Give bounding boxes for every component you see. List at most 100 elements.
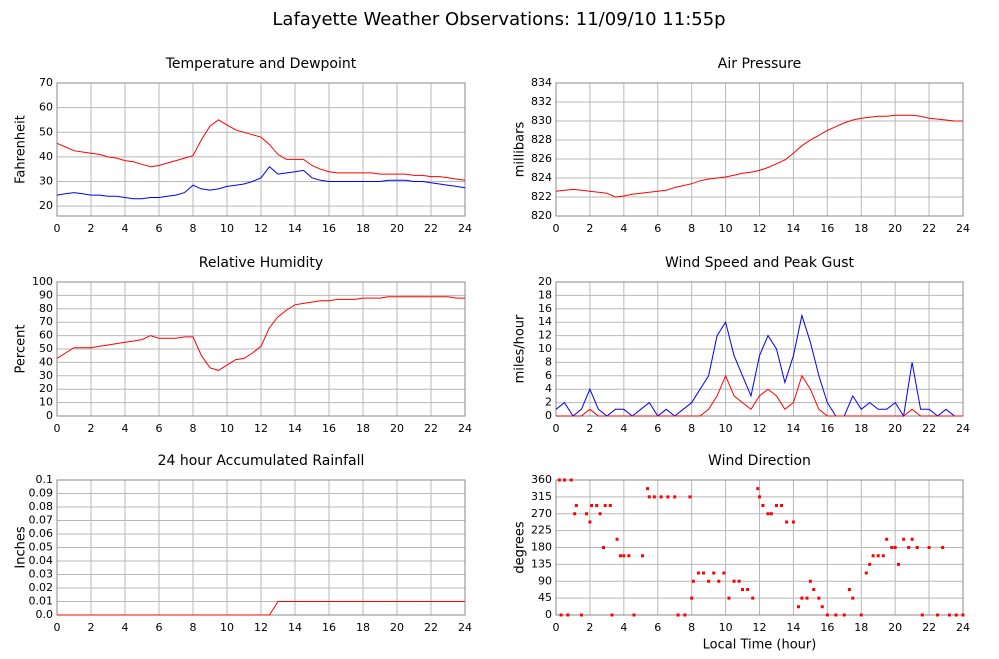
y-tick-label: 270 [531,507,552,520]
y-tick-label: 0.07 [29,514,54,527]
data-point [927,546,931,549]
x-tick-label: 16 [322,621,336,634]
data-point [842,613,846,617]
y-tick-label: 360 [531,473,552,486]
x-tick-label: 14 [288,222,302,235]
x-tick-label: 4 [122,422,129,435]
data-point [769,512,773,516]
data-point [825,613,829,617]
data-point [761,504,765,507]
x-tick-label: 24 [458,621,472,634]
data-point [851,596,855,600]
data-point [936,613,940,617]
data-point [601,546,605,549]
y-tick-label: 60 [39,329,53,342]
plot-frame [555,479,964,616]
x-tick-label: 4 [620,222,627,235]
x-tick-label: 16 [820,422,834,435]
data-point [732,579,736,583]
data-point [696,571,700,575]
x-tick-label: 12 [254,222,268,235]
data-point [820,605,824,609]
data-point [632,613,636,617]
x-tick-label: 4 [620,422,627,435]
data-point [717,579,721,583]
data-point [785,520,789,524]
x-tick-label: 20 [390,422,404,435]
y-tick-label: 90 [538,574,552,587]
x-tick-label: 20 [888,621,902,634]
y-tick-label: 0.09 [29,487,54,500]
x-tick-label: 18 [356,422,370,435]
x-tick-label: 12 [753,621,767,634]
data-point [910,537,914,541]
x-tick-label: 14 [786,621,800,634]
y-tick-label: 0 [545,608,552,621]
y-tick-label: 20 [39,199,53,212]
data-point [595,504,599,507]
y-tick-label: 20 [538,275,552,288]
y-tick-label: 834 [531,76,552,89]
x-tick-label: 6 [654,422,661,435]
y-tick-label: 828 [531,133,552,146]
x-tick-label: 2 [586,422,593,435]
y-tick-label: 822 [531,190,552,203]
x-tick-label: 0 [54,422,61,435]
data-line [555,114,963,198]
x-tick-label: 6 [156,422,163,435]
x-tick-label: 16 [322,222,336,235]
plot-frame [56,82,466,217]
data-point [737,579,741,583]
data-point [727,596,731,600]
chart-title: 24 hour Accumulated Rainfall [158,453,365,469]
y-tick-label: 0.0 [36,608,54,621]
y-tick-label: 10 [39,396,53,409]
data-point [618,554,622,558]
data-point [893,546,897,549]
data-point [640,554,644,558]
y-axis-label: miles/hour [513,314,528,383]
data-point [847,588,851,591]
data-point [647,495,651,499]
data-line [556,374,963,417]
x-tick-label: 2 [88,222,95,235]
data-point [797,605,801,609]
x-tick-label: 16 [820,621,834,634]
plot-frame [56,281,466,417]
data-point [652,495,656,499]
data-point [890,546,894,549]
data-point [881,554,885,558]
y-tick-label: 225 [531,524,552,537]
y-tick-label: 820 [531,209,552,222]
data-point [569,478,573,482]
y-tick-label: 315 [531,490,552,503]
data-point [646,487,650,491]
data-point [947,613,951,617]
data-point [774,504,778,507]
data-point [961,613,965,617]
y-tick-label: 824 [531,171,552,184]
data-point [885,537,889,541]
x-tick-label: 22 [922,621,936,634]
x-tick-label: 18 [854,222,868,235]
data-point [812,588,816,591]
y-tick-label: 40 [39,150,53,163]
data-point [557,478,561,482]
y-axis-label: Fahrenheit [14,115,29,184]
x-tick-label: 0 [553,621,560,634]
data-line [56,296,465,371]
data-line [56,165,466,200]
x-tick-label: 18 [854,621,868,634]
x-tick-label: 0 [553,222,560,235]
data-point [559,613,563,617]
x-tick-label: 0 [54,621,61,634]
x-tick-label: 20 [888,222,902,235]
x-tick-label: 6 [654,621,661,634]
y-tick-label: 8 [545,355,552,368]
y-tick-label: 0.1 [36,473,54,486]
x-tick-label: 0 [553,422,560,435]
y-tick-label: 16 [538,302,552,315]
chart-title: Relative Humidity [199,255,323,271]
y-tick-label: 14 [538,315,552,328]
data-point [746,588,750,591]
